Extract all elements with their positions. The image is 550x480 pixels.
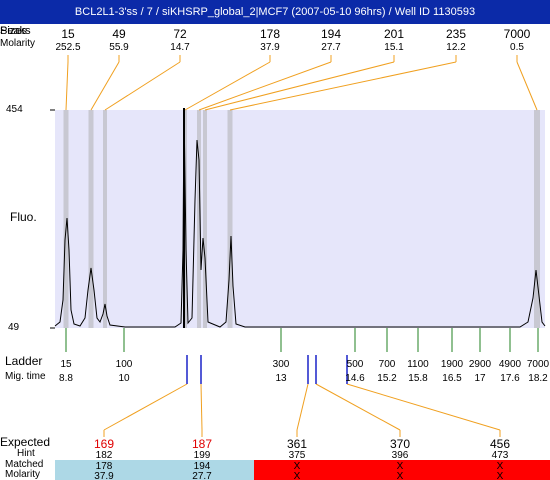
matched-molarity-label: 37.9 <box>94 471 114 480</box>
peak-band <box>534 110 540 328</box>
ladder-size-label: 1100 <box>407 359 429 370</box>
fluo-axis-label: Fluo. <box>10 210 37 224</box>
ladder-size-label: 4900 <box>499 359 522 370</box>
y-axis-top-label: 454 <box>6 104 23 115</box>
hint-size-label: 473 <box>492 450 509 461</box>
peaks-row-label: Peaks <box>0 25 31 37</box>
matched-row-label: Matched <box>5 459 44 470</box>
peak-molarity-label: 27.7 <box>321 42 341 53</box>
peak-guide-line <box>204 61 395 111</box>
peak-molarity-label: 0.5 <box>510 42 524 53</box>
peak-guide-line <box>104 61 181 111</box>
peak-size-label: 235 <box>446 27 466 41</box>
peak-molarity-label: 55.9 <box>109 42 129 53</box>
ladder-size-label: 15 <box>60 359 72 370</box>
peak-guide-line <box>65 61 69 111</box>
peak-size-label: 15 <box>61 27 75 41</box>
expected-row-label: Expected <box>0 435 51 449</box>
ladder-size-label: 7000 <box>527 359 550 370</box>
matched-size-label: X <box>294 461 301 472</box>
ladder-size-label: 700 <box>379 359 396 370</box>
hint-size-label: 396 <box>392 450 409 461</box>
ladder-row-label: Ladder <box>5 354 43 368</box>
peak-band <box>203 110 207 328</box>
peak-size-label: 49 <box>112 27 126 41</box>
peak-band <box>227 110 233 328</box>
matched-molarity-label: 27.7 <box>192 471 212 480</box>
expected-guide-line <box>346 383 501 431</box>
matched-cell-strip <box>55 460 254 480</box>
hint-size-label: 375 <box>289 450 306 461</box>
ladder-mig-time-label: 17 <box>474 373 486 384</box>
matched-molarity-label: X <box>294 471 301 480</box>
matched-size-label: X <box>497 461 504 472</box>
expected-layer <box>55 355 550 480</box>
peak-band <box>197 110 201 328</box>
expected-size-label: 169 <box>94 437 114 451</box>
peak-size-label: 7000 <box>504 27 531 41</box>
window-title: BCL2L1-3'ss / 7 / siKHSRP_global_2|MCF7 … <box>0 0 550 24</box>
plot-background-layer <box>50 109 545 329</box>
hint-row-label: Hint <box>17 448 35 459</box>
ladder-mig-time-label: 17.6 <box>500 373 520 384</box>
peak-molarity-label: 37.9 <box>260 42 280 53</box>
ladder-mig-time-label: 18.2 <box>528 373 548 384</box>
peak-size-label: 72 <box>173 27 187 41</box>
molarity-bottom-row-label: Molarity <box>5 469 41 480</box>
ladder-mig-time-label: 13 <box>275 373 287 384</box>
ladder-layer <box>65 328 539 352</box>
ladder-size-label: 300 <box>273 359 290 370</box>
text-layer: 15252.54955.97214.717837.919427.720115.1… <box>55 27 549 480</box>
expected-size-label: 361 <box>287 437 307 451</box>
peak-guide-line <box>90 61 120 111</box>
peak-size-label: 178 <box>260 27 280 41</box>
expected-guide-line <box>296 383 309 431</box>
trace-layer <box>54 107 546 328</box>
unmatched-cell-strip <box>254 460 550 480</box>
expected-size-label: 187 <box>192 437 212 451</box>
hint-size-label: 182 <box>96 450 113 461</box>
expected-size-label: 456 <box>490 437 510 451</box>
peak-band <box>63 110 69 328</box>
hint-size-label: 199 <box>194 450 211 461</box>
matched-size-label: X <box>397 461 404 472</box>
peak-guide-line <box>229 61 457 111</box>
peak-guide-line <box>516 61 538 111</box>
peak-band <box>88 110 94 328</box>
ladder-mig-time-label: 16.5 <box>442 373 462 384</box>
peak-molarity-label: 14.7 <box>170 42 190 53</box>
ladder-size-label: 100 <box>116 359 133 370</box>
peak-guide-line <box>184 61 271 111</box>
matched-molarity-label: X <box>397 471 404 480</box>
matched-size-label: 178 <box>96 461 113 472</box>
sizes-row-label: Sizes <box>0 25 27 37</box>
expected-guide-line <box>315 383 401 431</box>
y-axis-bottom-label: 49 <box>8 322 20 333</box>
molarity-row-label: Molarity <box>0 38 36 49</box>
plot-area <box>55 110 545 328</box>
peak-size-label: 201 <box>384 27 404 41</box>
expected-guide-line <box>200 383 203 431</box>
ladder-mig-time-label: 8.8 <box>59 373 73 384</box>
ladder-mig-time-label: 14.6 <box>345 373 365 384</box>
ladder-mig-time-label: 15.8 <box>408 373 428 384</box>
peak-molarity-label: 12.2 <box>446 42 466 53</box>
expected-size-label: 370 <box>390 437 410 451</box>
ladder-size-label: 1900 <box>441 359 464 370</box>
ladder-size-label: 2900 <box>469 359 492 370</box>
peak-guide-lines-layer <box>65 55 538 437</box>
peak-size-label: 194 <box>321 27 341 41</box>
mig-time-row-label: Mig. time <box>5 371 46 382</box>
ladder-size-label: 500 <box>347 359 364 370</box>
peak-molarity-label: 252.5 <box>55 42 80 53</box>
peak-molarity-label: 15.1 <box>384 42 404 53</box>
peak-band <box>103 110 107 328</box>
peak-guide-line <box>198 61 332 111</box>
expected-guide-line <box>103 383 188 431</box>
matched-molarity-label: X <box>497 471 504 480</box>
ladder-mig-time-label: 15.2 <box>377 373 397 384</box>
ladder-mig-time-label: 10 <box>118 373 130 384</box>
matched-size-label: 194 <box>194 461 211 472</box>
